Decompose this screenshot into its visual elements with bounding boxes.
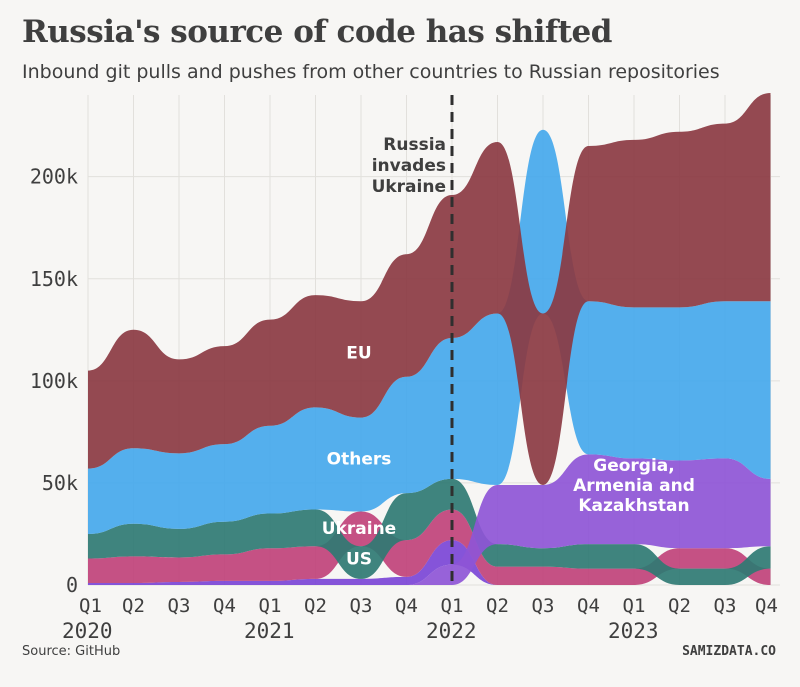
y-tick-label: 100k <box>30 369 78 393</box>
x-tick-label: Q2 <box>668 595 691 617</box>
x-tick-label: Q2 <box>486 595 509 617</box>
area-others <box>88 129 771 534</box>
area-ukraine <box>88 478 771 585</box>
x-tick-label: Q3 <box>350 595 373 617</box>
series-label: Armenia and <box>573 476 695 496</box>
event-label-line: Ukraine <box>372 177 446 197</box>
series-labels: EU Others Ukraine US Georgia,Armenia andKaza… <box>322 343 695 569</box>
x-tick-label: Q4 <box>213 595 236 617</box>
source-note: Source: GitHub <box>22 644 121 659</box>
series-label: Ukraine <box>322 519 396 539</box>
y-tick-label: 150k <box>30 267 78 291</box>
area-other-small <box>88 540 771 585</box>
chart-subtitle: Inbound git pulls and pushes from other … <box>22 61 720 83</box>
x-tick-label: Q4 <box>395 595 418 617</box>
y-tick-label: 50k <box>42 471 78 495</box>
x-tick-label: Q1 <box>259 595 282 617</box>
chart-title: Russia's source of code has shifted <box>22 14 612 50</box>
x-year-label: 2022 <box>426 619 477 643</box>
x-year-label: 2023 <box>608 619 659 643</box>
event-label-line: Russia <box>383 135 446 155</box>
series-label: Georgia, <box>593 456 674 476</box>
x-tick-label: Q2 <box>304 595 327 617</box>
area-georgia-armenia-and-kazakhstan <box>88 454 771 585</box>
x-tick-label: Q3 <box>714 595 737 617</box>
x-tick-label: Q4 <box>577 595 600 617</box>
x-tick-label: Q3 <box>532 595 555 617</box>
area-eu <box>88 92 771 485</box>
y-tick-label: 200k <box>30 165 78 189</box>
x-year-label: 2021 <box>244 619 295 643</box>
series-label: US <box>346 549 372 569</box>
series-label: Others <box>327 449 392 469</box>
event-label-line: invades <box>372 156 446 176</box>
y-tick-label: 0 <box>66 573 78 597</box>
area-us <box>88 509 771 585</box>
x-tick-label: Q1 <box>441 595 464 617</box>
x-tick-label: Q1 <box>623 595 646 617</box>
x-year-label: 2020 <box>62 619 113 643</box>
x-tick-label: Q3 <box>168 595 191 617</box>
series-label: Kazakhstan <box>578 496 689 516</box>
x-tick-label: Q4 <box>755 595 778 617</box>
brand-logo: SAMIZDATA.CO <box>682 644 776 659</box>
x-tick-label: Q2 <box>122 595 145 617</box>
axis-ticks: 0 50k 100k 150k 200k Q1 Q2 Q3 Q4 Q1 Q2 Q3 Q4 Q1 Q2 Q3 Q4… <box>30 165 778 643</box>
x-tick-label: Q1 <box>79 595 102 617</box>
series-areas <box>88 92 771 585</box>
series-label: EU <box>346 343 371 363</box>
